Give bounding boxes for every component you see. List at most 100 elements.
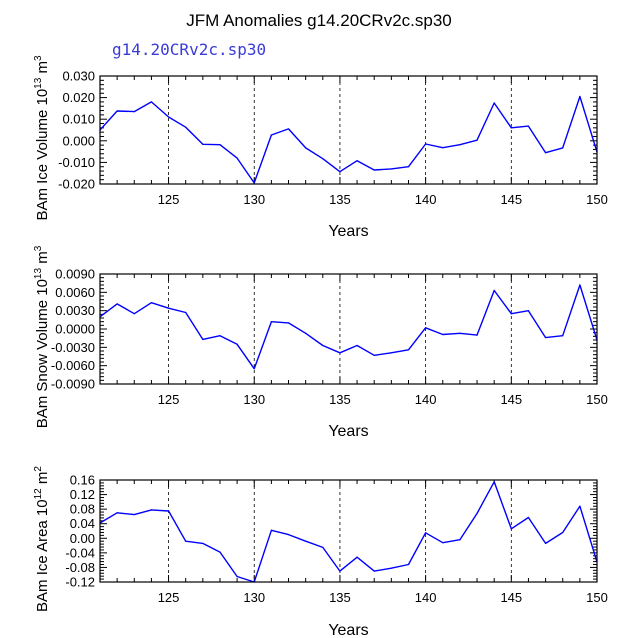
data-point	[150, 302, 153, 304]
data-point	[493, 481, 495, 483]
data-point	[356, 556, 358, 558]
data-point	[373, 354, 375, 356]
data-point	[562, 335, 564, 337]
data-point	[185, 126, 187, 128]
data-point	[373, 169, 375, 171]
data-point	[390, 168, 392, 170]
data-point	[185, 311, 187, 314]
y-tick-label: -0.12	[65, 575, 95, 590]
data-point	[425, 327, 427, 329]
series-line	[99, 284, 598, 370]
data-point	[167, 307, 170, 309]
x-tick-label: 140	[415, 590, 437, 605]
data-point	[133, 111, 135, 113]
y-tick-label: 0.020	[62, 90, 95, 105]
data-point	[562, 531, 564, 534]
data-point	[390, 352, 392, 354]
y-tick-label: 0.030	[62, 69, 95, 84]
x-tick-label: 125	[158, 192, 180, 207]
data-point	[167, 510, 170, 512]
data-point	[510, 127, 512, 129]
panel-2: -0.0090 -0.0060 -0.0030 0.0000 0.0030 0.0060 0…	[33, 245, 608, 440]
y-tick-label: 0.08	[70, 502, 95, 517]
plot-frame	[99, 75, 598, 185]
y-axis-label: BAm Snow Volume 1013 m3	[33, 245, 51, 428]
data-point	[425, 532, 427, 534]
data-point	[373, 570, 375, 572]
y-tick-label: 0.12	[70, 487, 95, 502]
data-point	[527, 516, 530, 519]
data-point	[442, 333, 444, 336]
data-point	[339, 352, 341, 354]
data-point	[510, 528, 512, 530]
data-point	[219, 335, 221, 337]
x-tick-label: 150	[586, 192, 608, 207]
data-point	[287, 128, 290, 130]
y-tick-label: -0.020	[58, 177, 95, 192]
data-point	[459, 144, 461, 146]
y-tick-label: -0.0030	[51, 340, 95, 355]
plot-frame	[99, 273, 598, 385]
data-point	[476, 512, 478, 515]
x-axis-label: Years	[328, 223, 368, 240]
data-point	[219, 551, 221, 553]
y-tick-label: -0.0090	[51, 377, 95, 392]
y-tick-label: -0.010	[58, 155, 95, 170]
data-point	[527, 125, 530, 127]
data-point	[270, 134, 272, 136]
data-point	[407, 349, 410, 351]
data-point	[236, 575, 238, 578]
data-point	[322, 158, 324, 160]
data-point	[356, 344, 358, 347]
y-tick-label: -0.0060	[51, 358, 95, 373]
data-point	[150, 101, 153, 103]
data-point	[442, 542, 444, 544]
data-point	[562, 147, 564, 149]
y-tick-label: 0.16	[70, 473, 95, 488]
x-tick-label: 140	[415, 192, 437, 207]
data-point	[339, 570, 341, 572]
data-point	[270, 529, 272, 531]
y-tick-label: 0.0090	[55, 267, 95, 282]
series-line	[99, 481, 598, 583]
x-tick-label: 130	[243, 192, 265, 207]
x-axis-label: Years	[328, 622, 368, 638]
x-tick-label: 135	[329, 192, 351, 207]
data-point	[270, 321, 272, 323]
data-point	[116, 303, 118, 305]
x-tick-label: 135	[329, 392, 351, 407]
data-point	[579, 284, 581, 286]
data-point	[322, 546, 324, 548]
panel-3: -0.12-0.08-0.040.000.040.080.120.16 125 13…	[33, 466, 608, 638]
data-point	[253, 182, 255, 184]
data-point	[544, 336, 547, 339]
x-tick-label: 130	[243, 590, 265, 605]
data-point	[527, 310, 530, 312]
x-tick-label: 130	[243, 392, 265, 407]
data-point	[476, 334, 478, 336]
data-point	[390, 567, 392, 569]
y-tick-label: -0.08	[65, 560, 95, 575]
y-tick-label: 0.010	[62, 112, 95, 127]
x-tick-label: 145	[500, 392, 522, 407]
data-point	[510, 313, 512, 315]
y-axis-label: BAm Ice Area 1012 m2	[33, 466, 51, 612]
data-point	[116, 512, 118, 514]
data-point	[322, 344, 324, 347]
data-point	[202, 338, 204, 340]
data-point	[236, 343, 238, 345]
y-tick-label: 0.0030	[55, 303, 95, 318]
data-point	[202, 143, 204, 145]
data-point	[544, 542, 547, 544]
data-point	[305, 147, 307, 149]
x-tick-label: 145	[500, 590, 522, 605]
data-point	[579, 505, 581, 507]
data-point	[493, 102, 495, 104]
data-point	[133, 313, 135, 315]
data-point	[253, 368, 255, 370]
data-point	[459, 539, 461, 541]
x-tick-label: 150	[586, 392, 608, 407]
y-tick-label: 0.04	[70, 516, 95, 531]
data-point	[476, 139, 478, 141]
